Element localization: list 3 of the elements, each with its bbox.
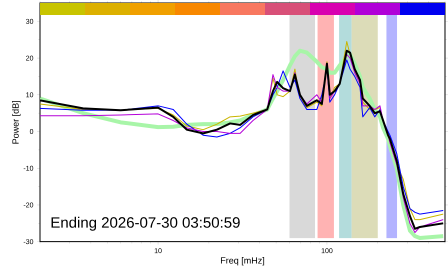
y-axis-title: Power [dB]: [12, 100, 20, 144]
annotation: Ending 2026-07-30 03:50:59: [52, 216, 240, 231]
x-axis-title: Freq [mHz]: [220, 257, 264, 266]
